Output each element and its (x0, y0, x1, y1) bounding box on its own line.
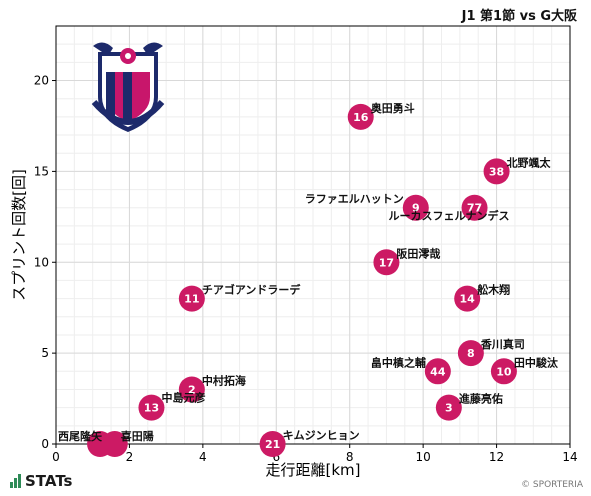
y-tick-label: 0 (41, 437, 49, 451)
point-marker (138, 394, 165, 421)
point-number: 17 (379, 256, 394, 269)
point-marker (373, 249, 400, 276)
club-crest-logo (91, 42, 165, 132)
point-label: 中村拓海 (202, 373, 246, 387)
point-label: 進藤亮佑 (459, 392, 503, 406)
point-label: ラファエルハットン (305, 193, 404, 206)
match-title: J1 第1節 vs G大阪 (461, 9, 577, 24)
x-tick-label: 14 (562, 450, 577, 464)
point-number: 8 (467, 347, 475, 360)
point-label: 阪田澪哉 (396, 246, 440, 260)
x-tick-label: 4 (199, 450, 207, 464)
plot-frame (55, 25, 571, 445)
point-label: 北野颯太 (507, 155, 552, 169)
x-tick-label: 12 (489, 450, 504, 464)
x-axis-label: 走行距離[km] (265, 461, 360, 479)
y-tick-label: 5 (41, 346, 49, 360)
player-point: 2 中村拓海 (178, 373, 246, 403)
point-label: 中島元彦 (161, 391, 205, 405)
player-point: 44 畠中槙之輔 (371, 355, 451, 385)
stats-logo: STATs (10, 472, 72, 490)
point-marker (483, 158, 510, 185)
point-marker (259, 431, 286, 457)
point-number: 21 (265, 438, 280, 451)
point-number: 3 (445, 402, 453, 415)
bar-logo-icon (10, 474, 21, 488)
axes: 0 2 4 6 8 10 12 14 0 5 10 15 20 走行距離[km] スプリント回数[回] (10, 25, 578, 479)
point-marker (457, 340, 484, 367)
y-tick-label: 10 (34, 255, 49, 269)
point-marker (490, 358, 517, 385)
grid (55, 25, 571, 445)
x-tick-label: 2 (126, 450, 134, 464)
player-point: 喜田陽 (101, 429, 154, 457)
point-number: 77 (467, 202, 482, 215)
player-point: 8 香川真司 (457, 337, 525, 367)
point-marker (435, 394, 462, 421)
point-number: 11 (184, 293, 199, 306)
point-number: 9 (412, 202, 420, 215)
point-marker (424, 358, 451, 385)
y-axis-label: スプリント回数[回] (10, 169, 28, 301)
point-label: 奥田勇斗 (370, 101, 415, 115)
copyright-text: © SPORTERIA (521, 480, 583, 490)
player-point: 3 進藤亮佑 (435, 392, 503, 421)
point-marker (101, 431, 128, 457)
point-marker (402, 194, 429, 221)
point-marker (461, 194, 488, 221)
point-label: チアゴアンドラーデ (202, 283, 302, 297)
point-label: ルーカスフェルナンデス (389, 209, 510, 223)
point-number: 38 (489, 165, 504, 178)
point-number: 2 (188, 383, 196, 396)
x-tick-label: 6 (272, 450, 280, 464)
point-marker (178, 285, 205, 312)
point-number: 16 (353, 111, 369, 124)
point-label: 香川真司 (480, 337, 525, 351)
player-point: 9 ラファエルハットン (305, 193, 429, 221)
brand-text: STATs (25, 472, 73, 490)
point-marker (347, 103, 374, 130)
point-number: 44 (430, 365, 446, 378)
point-marker (454, 285, 481, 312)
point-label: 畠中槙之輔 (371, 355, 426, 369)
point-label: 喜田陽 (121, 429, 154, 443)
y-tick-label: 20 (34, 74, 49, 88)
data-points: 16奥田勇斗38北野颯太9ラファエルハットン77ルーカスフェルナンデス17阪田澪… (58, 101, 559, 457)
point-marker (178, 376, 205, 403)
point-number: 13 (144, 402, 159, 415)
point-number: 14 (460, 293, 476, 306)
point-label: 西尾隆矢 (58, 429, 103, 443)
point-label: 舩木翔 (477, 283, 510, 297)
point-number: 10 (496, 365, 512, 378)
y-tick-label: 15 (34, 164, 49, 178)
x-tick-label: 8 (346, 450, 354, 464)
x-tick-label: 10 (416, 450, 431, 464)
x-tick-label: 0 (52, 450, 60, 464)
point-label: 田中駿汰 (514, 355, 559, 369)
point-label: キムジンヒョン (283, 429, 360, 442)
